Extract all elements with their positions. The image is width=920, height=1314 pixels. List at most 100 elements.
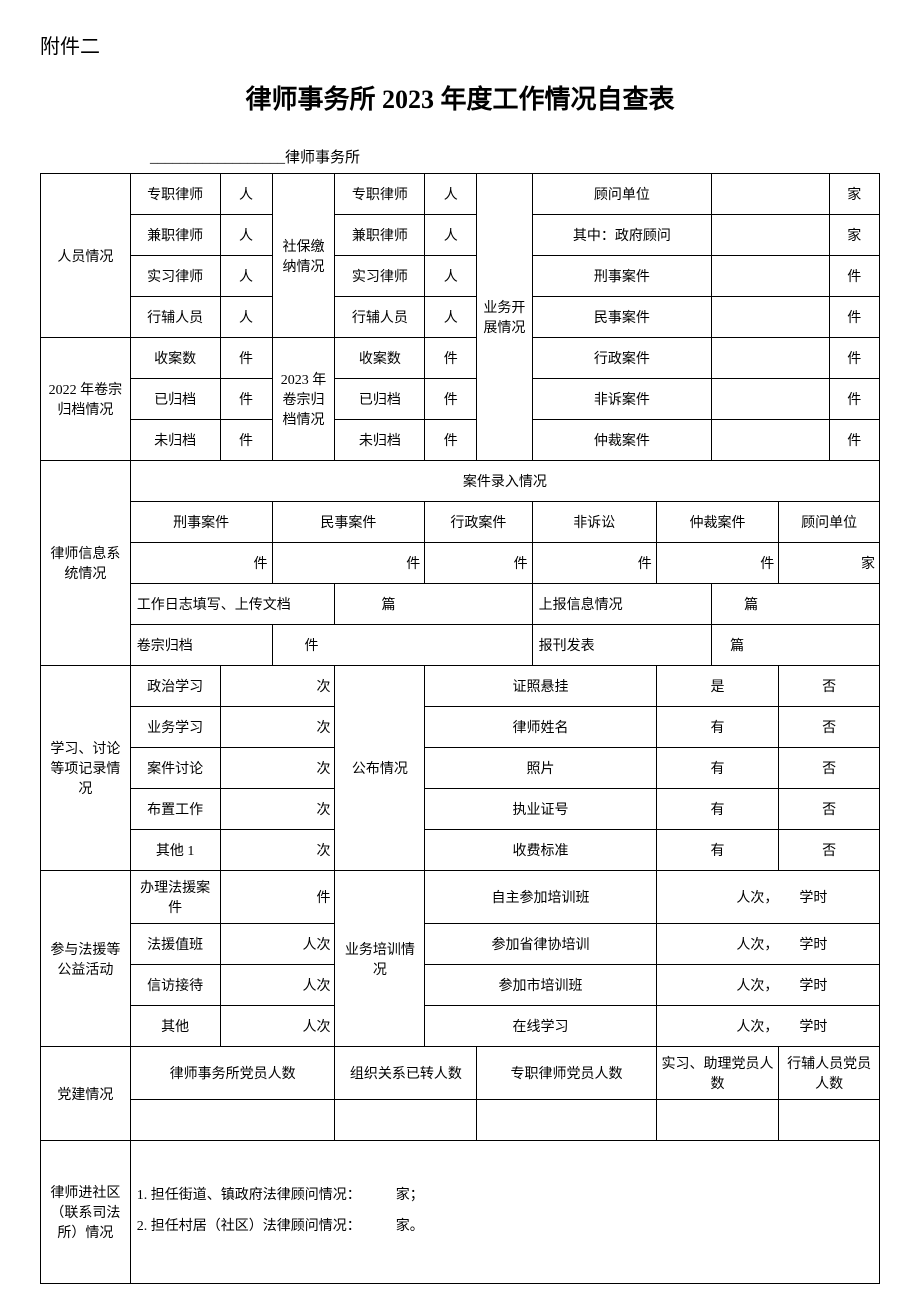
cell: 参加市培训班 bbox=[425, 965, 657, 1006]
cell: 人次， 学时 bbox=[656, 1006, 879, 1047]
cell bbox=[712, 174, 829, 215]
cell: 法援值班 bbox=[130, 924, 220, 965]
cell: 件 bbox=[829, 379, 879, 420]
cell: 刑事案件 bbox=[532, 256, 712, 297]
cell: 专职律师党员人数 bbox=[477, 1047, 657, 1100]
cell: 工作日志填写、上传文档 bbox=[130, 584, 335, 625]
cell: 次 bbox=[220, 789, 335, 830]
publicity-header: 公布情况 bbox=[335, 666, 425, 871]
cell: 已归档 bbox=[130, 379, 220, 420]
cell: 件 bbox=[829, 297, 879, 338]
cell: 篇 bbox=[712, 584, 880, 625]
cell: 仲裁案件 bbox=[532, 420, 712, 461]
subtitle-text: 律师事务所 bbox=[285, 150, 360, 166]
cell: 业务学习 bbox=[130, 707, 220, 748]
attachment-label: 附件二 bbox=[40, 30, 880, 59]
cell bbox=[712, 338, 829, 379]
page-title: 律师事务所 2023 年度工作情况自查表 bbox=[40, 79, 880, 116]
cell: 件 bbox=[272, 625, 532, 666]
cell: 是 bbox=[656, 666, 778, 707]
cell: 组织关系已转人数 bbox=[335, 1047, 477, 1100]
archive-2023-header: 2023 年卷宗归档情况 bbox=[272, 338, 335, 461]
cell: 人次， 学时 bbox=[656, 871, 879, 924]
cell: 仲裁案件 bbox=[656, 502, 778, 543]
cell: 人 bbox=[220, 297, 272, 338]
cell: 件 bbox=[656, 543, 778, 584]
cell: 非诉案件 bbox=[532, 379, 712, 420]
cell: 否 bbox=[779, 830, 880, 871]
cell: 布置工作 bbox=[130, 789, 220, 830]
cell: 行政案件 bbox=[425, 502, 532, 543]
cell: 有 bbox=[656, 789, 778, 830]
cell: 次 bbox=[220, 748, 335, 789]
cell: 次 bbox=[220, 830, 335, 871]
cell bbox=[712, 297, 829, 338]
info-system-header: 律师信息系统情况 bbox=[41, 461, 131, 666]
cell: 人次， 学时 bbox=[656, 924, 879, 965]
cell bbox=[130, 1100, 335, 1141]
cell: 次 bbox=[220, 707, 335, 748]
cell: 收费标准 bbox=[425, 830, 657, 871]
cell: 件 bbox=[829, 338, 879, 379]
cell: 行辅人员 bbox=[335, 297, 425, 338]
cell: 人次 bbox=[220, 965, 335, 1006]
social-security-header: 社保缴纳情况 bbox=[272, 174, 335, 338]
cell: 民事案件 bbox=[272, 502, 425, 543]
cell: 次 bbox=[220, 666, 335, 707]
cell: 民事案件 bbox=[532, 297, 712, 338]
archive-2022-header: 2022 年卷宗归档情况 bbox=[41, 338, 131, 461]
cell: 政治学习 bbox=[130, 666, 220, 707]
cell: 件 bbox=[425, 379, 477, 420]
cell: 案件讨论 bbox=[130, 748, 220, 789]
cell: 行辅人员 bbox=[130, 297, 220, 338]
cell: 人 bbox=[425, 297, 477, 338]
main-table: 人员情况 专职律师 人 社保缴纳情况 专职律师 人 业务开展情况 顾问单位 家 … bbox=[40, 173, 880, 1284]
cell: 兼职律师 bbox=[130, 215, 220, 256]
cell: 人次， 学时 bbox=[656, 965, 879, 1006]
cell: 卷宗归档 bbox=[130, 625, 272, 666]
cell: 件 bbox=[829, 256, 879, 297]
cell bbox=[656, 1100, 778, 1141]
cell: 篇 bbox=[712, 625, 880, 666]
cell: 否 bbox=[779, 666, 880, 707]
cell: 件 bbox=[272, 543, 425, 584]
community-content: 1. 担任街道、镇政府法律顾问情况： 家； 2. 担任村居（社区）法律顾问情况：… bbox=[130, 1141, 879, 1284]
cell: 有 bbox=[656, 707, 778, 748]
cell: 其中：政府顾问 bbox=[532, 215, 712, 256]
cell: 家 bbox=[829, 174, 879, 215]
cell: 实习、助理党员人数 bbox=[656, 1047, 778, 1100]
cell: 件 bbox=[220, 420, 272, 461]
study-header: 学习、讨论等项记录情况 bbox=[41, 666, 131, 871]
cell: 信访接待 bbox=[130, 965, 220, 1006]
cell: 顾问单位 bbox=[532, 174, 712, 215]
cell: 参加省律协培训 bbox=[425, 924, 657, 965]
cell: 否 bbox=[779, 748, 880, 789]
personnel-header: 人员情况 bbox=[41, 174, 131, 338]
cell bbox=[712, 379, 829, 420]
cell bbox=[712, 420, 829, 461]
cell: 人 bbox=[220, 215, 272, 256]
party-header: 党建情况 bbox=[41, 1047, 131, 1141]
cell: 件 bbox=[532, 543, 656, 584]
cell: 人次 bbox=[220, 924, 335, 965]
cell: 人 bbox=[220, 256, 272, 297]
cell: 有 bbox=[656, 830, 778, 871]
cell: 人 bbox=[425, 174, 477, 215]
cell: 兼职律师 bbox=[335, 215, 425, 256]
cell: 专职律师 bbox=[335, 174, 425, 215]
cell bbox=[712, 215, 829, 256]
cell: 篇 bbox=[335, 584, 532, 625]
cell: 件 bbox=[829, 420, 879, 461]
cell: 收案数 bbox=[335, 338, 425, 379]
business-header: 业务开展情况 bbox=[477, 174, 532, 461]
cell: 实习律师 bbox=[335, 256, 425, 297]
cell: 办理法援案件 bbox=[130, 871, 220, 924]
cell: 人 bbox=[425, 256, 477, 297]
cell: 件 bbox=[130, 543, 272, 584]
cell bbox=[477, 1100, 657, 1141]
cell: 否 bbox=[779, 707, 880, 748]
cell: 件 bbox=[425, 420, 477, 461]
cell: 人次 bbox=[220, 1006, 335, 1047]
training-header: 业务培训情况 bbox=[335, 871, 425, 1047]
cell bbox=[335, 1100, 477, 1141]
